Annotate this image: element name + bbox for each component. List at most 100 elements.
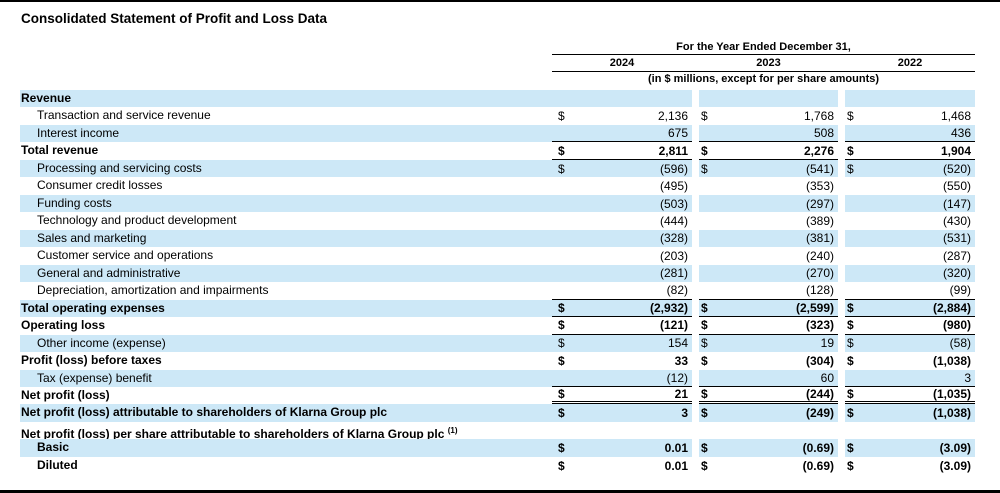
header-spacer (20, 41, 552, 55)
column-gap (692, 317, 699, 335)
value-text: (353) (805, 179, 834, 194)
value-text: (550) (942, 179, 971, 194)
column-gap (692, 229, 699, 248)
value-text: (541) (805, 161, 834, 176)
row-label: Tax (expense) benefit (37, 370, 152, 385)
currency-symbol: $ (701, 143, 708, 158)
value-text: (596) (659, 161, 688, 176)
value-cell: (381) (699, 230, 838, 247)
value-text: (1,035) (932, 387, 971, 402)
value-cell: $2,136 (552, 107, 692, 124)
value-cell (699, 422, 838, 439)
currency-symbol: $ (847, 387, 854, 402)
row-label: Transaction and service revenue (37, 108, 211, 123)
value-cell: (203) (552, 247, 692, 264)
value-cell: $1,468 (845, 107, 975, 124)
table-row: Basic $0.01 $ (0.69) $ (3.09) (20, 439, 975, 457)
value-text: 1,904 (940, 143, 971, 158)
value-text: (304) (805, 353, 834, 368)
column-gap (838, 229, 845, 248)
column-gap (692, 282, 699, 300)
value-cell: $154 (552, 335, 692, 352)
value-cell: (503) (552, 195, 692, 212)
currency-symbol: $ (558, 353, 565, 368)
table-row: Depreciation, amortization and impairmen… (20, 282, 975, 300)
column-gap (692, 194, 699, 213)
value-cell: $ (520) (845, 160, 975, 177)
currency-symbol: $ (701, 318, 708, 333)
value-cell: $ (3.09) (845, 439, 975, 456)
value-text: (2,599) (795, 300, 834, 315)
period-header: For the Year Ended December 31, (552, 41, 975, 55)
value-text: (12) (666, 370, 688, 385)
value-text: (520) (942, 161, 971, 176)
value-text: 21 (674, 387, 688, 402)
currency-symbol: $ (701, 441, 708, 456)
units-note-row: (in $ millions, except for per share amo… (20, 72, 975, 87)
column-gap (838, 159, 845, 178)
column-gap (838, 421, 845, 440)
currency-symbol: $ (701, 353, 708, 368)
value-cell: (444) (552, 212, 692, 229)
value-cell: $ (980) (845, 317, 975, 335)
value-text: (1,038) (932, 353, 971, 368)
row-label: Revenue (21, 91, 72, 105)
row-label: Operating loss (21, 318, 106, 333)
table-row: Processing and servicing costs $ (596) $ (54… (20, 159, 975, 178)
column-gap (838, 124, 845, 143)
value-cell: 436 (845, 125, 975, 143)
value-cell: (353) (699, 177, 838, 194)
column-gap (692, 212, 699, 230)
column-gap (838, 352, 845, 370)
value-cell: (328) (552, 230, 692, 247)
value-text: 3 (964, 370, 971, 385)
bottom-edge-line (0, 490, 1000, 493)
column-gap (692, 439, 699, 457)
column-gap (838, 194, 845, 213)
currency-symbol: $ (847, 143, 854, 158)
table-row: Total operating expenses $ (2,932) $ (2,599)… (20, 299, 975, 318)
value-text: 0.01 (664, 458, 688, 473)
currency-symbol: $ (558, 387, 565, 402)
value-cell (552, 422, 692, 439)
table-row: Diluted $0.01 $ (0.69) $ (3.09) (20, 456, 975, 475)
value-text: (381) (805, 231, 834, 246)
value-cell: $ (0.69) (699, 439, 838, 456)
value-cell: 60 (699, 370, 838, 387)
value-text: 1,768 (803, 109, 834, 124)
table-header: For the Year Ended December 31, 2024 202… (0, 41, 975, 87)
value-text: (980) (942, 318, 971, 333)
value-cell: $0.01 (552, 457, 692, 474)
table-row: Sales and marketing (328) (381) (531) (20, 229, 975, 248)
currency-symbol: $ (558, 161, 565, 176)
currency-symbol: $ (558, 109, 565, 124)
value-text: (320) (942, 266, 971, 281)
value-text: 19 (820, 336, 834, 351)
value-cell: $ (58) (845, 335, 975, 352)
value-cell: $ (121) (552, 317, 692, 335)
value-cell: $ (596) (552, 160, 692, 177)
year-column-header-2024: 2024 (609, 57, 635, 69)
value-cell: $19 (699, 335, 838, 352)
column-gap (838, 107, 845, 125)
currency-symbol: $ (558, 318, 565, 333)
row-label: Profit (loss) before taxes (21, 353, 162, 368)
value-cell: 3 (845, 370, 975, 387)
currency-symbol: $ (558, 336, 565, 351)
value-text: (249) (805, 406, 834, 421)
period-header-row: For the Year Ended December 31, (20, 41, 975, 55)
column-gap (692, 142, 699, 160)
currency-symbol: $ (847, 109, 854, 124)
row-label: Total revenue (21, 143, 99, 158)
value-cell: 508 (699, 125, 838, 143)
column-gap (838, 282, 845, 300)
value-cell (552, 90, 692, 107)
table-row: Net profit (loss) attributable to shareh… (20, 404, 975, 422)
value-cell: $0.01 (552, 439, 692, 456)
value-cell: $1,904 (845, 142, 975, 160)
row-label: Technology and product development (37, 213, 237, 228)
value-text: (495) (659, 179, 688, 194)
column-gap (692, 90, 699, 108)
row-label: Diluted (37, 457, 78, 472)
row-label: Sales and marketing (37, 230, 147, 245)
